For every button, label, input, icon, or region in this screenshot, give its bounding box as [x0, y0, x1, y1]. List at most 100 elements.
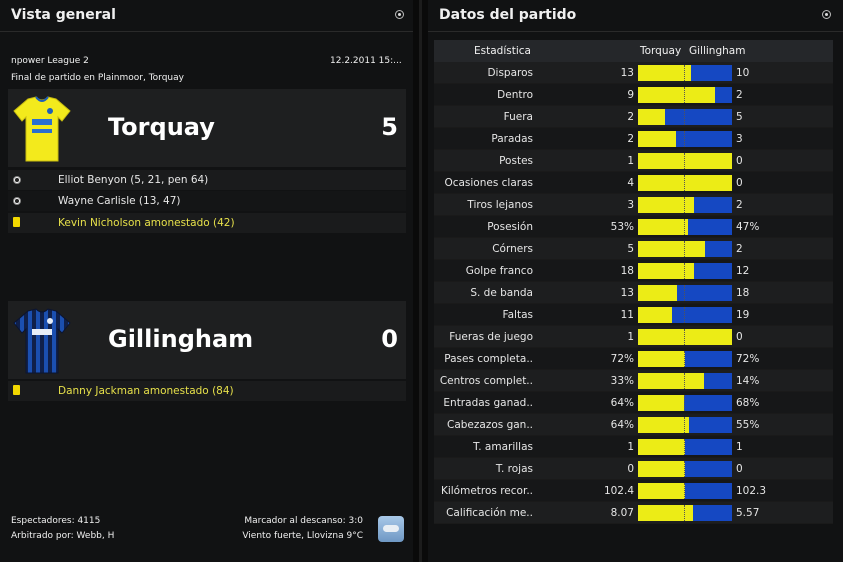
- home-share-fill: [638, 219, 688, 235]
- comparison-bar: [638, 351, 732, 367]
- stat-label: T. rojas: [495, 463, 533, 475]
- stat-label: Cabezazos gan..: [446, 419, 533, 431]
- away-value: 2: [736, 89, 743, 101]
- stat-row: Córners 5 2: [434, 238, 833, 260]
- stat-row: T. amarillas 1 1: [434, 436, 833, 458]
- panel-splitter[interactable]: [413, 0, 428, 562]
- away-value: 102.3: [736, 485, 767, 497]
- comparison-bar: [638, 395, 732, 411]
- home-share-fill: [638, 307, 673, 323]
- home-share-fill: [638, 131, 676, 147]
- home-share-fill: [638, 285, 678, 301]
- stat-row: Posesión 53% 47%: [434, 216, 833, 238]
- yellow-card-icon: [13, 385, 20, 395]
- away-value: 0: [736, 155, 743, 167]
- home-value: 3: [627, 199, 634, 211]
- away-value: 18: [736, 287, 750, 299]
- bar-midline: [684, 153, 686, 169]
- away-value: 72%: [736, 353, 760, 365]
- home-value: 13: [620, 67, 634, 79]
- away-value: 12: [736, 265, 750, 277]
- away-score: 0: [381, 325, 398, 353]
- home-value: 53%: [610, 221, 634, 233]
- home-share-fill: [638, 263, 695, 279]
- home-value: 33%: [610, 375, 634, 387]
- yellow-card-icon: [13, 217, 20, 227]
- comparison-bar: [638, 87, 732, 103]
- stat-row: Tiros lejanos 3 2: [434, 194, 833, 216]
- overview-panel: Vista general npower League 2 12.2.2011 …: [0, 0, 413, 562]
- away-team-card[interactable]: Gillingham 0: [8, 301, 406, 379]
- home-value: 13: [620, 287, 634, 299]
- column-header-away[interactable]: Gillingham: [689, 45, 746, 57]
- stats-header-row: Estadística Torquay Gillingham: [434, 40, 833, 62]
- stat-row: Disparos 13 10: [434, 62, 833, 84]
- away-value: 14%: [736, 375, 760, 387]
- away-value: 1: [736, 441, 743, 453]
- home-share-fill: [638, 197, 695, 213]
- home-value: 18: [620, 265, 634, 277]
- column-header-home[interactable]: Torquay: [640, 45, 682, 57]
- home-team-name: Torquay: [108, 113, 215, 141]
- stat-label: Postes: [499, 155, 533, 167]
- comparison-bar: [638, 109, 732, 125]
- event-row: Danny Jackman amonestado (84): [8, 381, 406, 401]
- stats-table: Estadística Torquay Gillingham Disparos 1…: [434, 40, 833, 524]
- away-value: 68%: [736, 397, 760, 409]
- away-value: 2: [736, 243, 743, 255]
- home-value: 72%: [610, 353, 634, 365]
- away-value: 47%: [736, 221, 760, 233]
- bar-midline: [684, 395, 686, 411]
- bar-midline: [684, 505, 686, 521]
- stat-label: Fueras de juego: [449, 331, 533, 343]
- comparison-bar: [638, 417, 732, 433]
- event-text: Danny Jackman amonestado (84): [58, 385, 234, 397]
- panel-options-icon[interactable]: [822, 10, 831, 19]
- comparison-bar: [638, 197, 732, 213]
- stat-row: Centros complet.. 33% 14%: [434, 370, 833, 392]
- header-divider: [428, 31, 843, 32]
- bar-midline: [684, 483, 686, 499]
- home-share-fill: [638, 329, 732, 345]
- bar-midline: [684, 285, 686, 301]
- home-share-fill: [638, 65, 692, 81]
- home-share-fill: [638, 373, 704, 389]
- home-value: 64%: [610, 419, 634, 431]
- away-value: 2: [736, 199, 743, 211]
- halftime-score: Marcador al descanso: 3:0: [244, 516, 363, 526]
- column-header-stat[interactable]: Estadística: [474, 45, 531, 57]
- home-share-fill: [638, 351, 685, 367]
- comparison-bar: [638, 505, 732, 521]
- stat-row: Entradas ganad.. 64% 68%: [434, 392, 833, 414]
- home-value: 2: [627, 133, 634, 145]
- event-row: Elliot Benyon (5, 21, pen 64): [8, 170, 406, 190]
- home-value: 2: [627, 111, 634, 123]
- bar-midline: [684, 175, 686, 191]
- ball-icon: [13, 197, 21, 205]
- event-text: Elliot Benyon (5, 21, pen 64): [58, 174, 209, 186]
- comparison-bar: [638, 263, 732, 279]
- competition-name: npower League 2: [11, 56, 89, 66]
- home-share-fill: [638, 417, 689, 433]
- bar-midline: [684, 87, 686, 103]
- kit-yellow-icon: [13, 96, 71, 162]
- home-share-fill: [638, 241, 706, 257]
- match-date: 12.2.2011 15:...: [330, 56, 402, 66]
- stat-row: Cabezazos gan.. 64% 55%: [434, 414, 833, 436]
- home-share-fill: [638, 483, 685, 499]
- stat-label: Entradas ganad..: [443, 397, 533, 409]
- home-value: 1: [627, 155, 634, 167]
- stat-row: Postes 1 0: [434, 150, 833, 172]
- bar-midline: [684, 417, 686, 433]
- comparison-bar: [638, 153, 732, 169]
- home-team-card[interactable]: Torquay 5: [8, 89, 406, 167]
- comparison-bar: [638, 65, 732, 81]
- comparison-bar: [638, 307, 732, 323]
- comparison-bar: [638, 175, 732, 191]
- panel-options-icon[interactable]: [395, 10, 404, 19]
- home-share-fill: [638, 461, 685, 477]
- home-share-fill: [638, 87, 715, 103]
- stat-label: Faltas: [502, 309, 533, 321]
- bar-midline: [684, 219, 686, 235]
- home-value: 0: [627, 463, 634, 475]
